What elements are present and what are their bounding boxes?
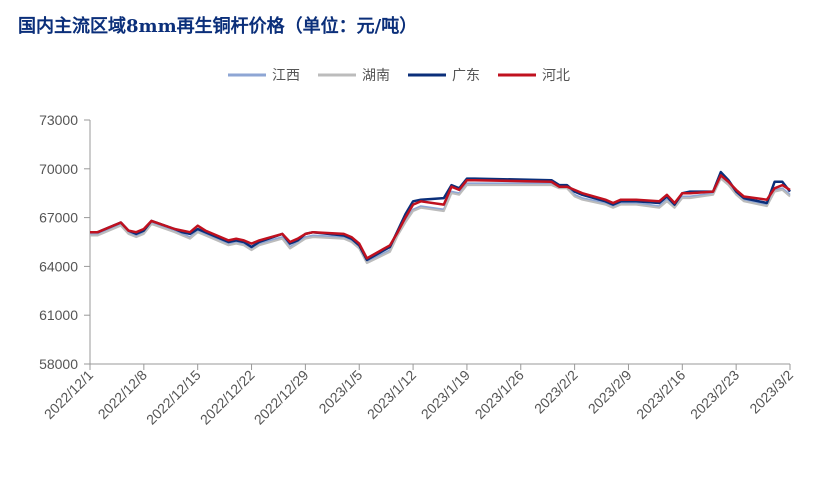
legend-label: 河北 [542, 68, 570, 84]
x-tick-label: 2022/12/29 [251, 367, 312, 428]
x-tick-label: 2023/1/5 [316, 367, 366, 417]
x-tick-label: 2022/12/8 [95, 367, 151, 423]
x-tick-label: 2023/3/2 [746, 367, 796, 417]
x-tick-label: 2022/12/22 [197, 367, 258, 428]
series-line-2 [90, 177, 791, 265]
x-axis: 2022/12/12022/12/82022/12/152022/12/2220… [41, 363, 796, 428]
x-tick-label: 2023/1/19 [418, 367, 474, 423]
legend-label: 江西 [272, 68, 300, 84]
chart-title: 国内主流区域8mm再生铜杆价格（单位：元/吨） [18, 15, 417, 37]
y-tick-label: 70000 [39, 161, 78, 177]
series-line-4 [90, 174, 791, 260]
plot-area [90, 170, 791, 265]
y-tick-label: 67000 [39, 210, 78, 226]
y-tick-label: 61000 [39, 307, 78, 323]
legend: 江西 湖南 广东 河北 [228, 68, 570, 84]
x-tick-label: 2022/12/15 [143, 367, 204, 428]
y-tick-label: 64000 [39, 258, 78, 274]
y-axis: 58000 61000 64000 67000 70000 73000 [39, 112, 91, 372]
y-tick-label: 73000 [39, 112, 78, 128]
x-tick-label: 2023/2/2 [531, 367, 581, 417]
x-tick-label: 2023/2/23 [687, 367, 743, 423]
x-tick-label: 2023/1/26 [472, 367, 528, 423]
series-line-1 [90, 175, 791, 263]
x-tick-label: 2023/2/9 [585, 367, 635, 417]
x-tick-label: 2022/12/1 [41, 367, 97, 423]
x-tick-label: 2023/1/12 [364, 367, 420, 423]
x-tick-label: 2023/2/16 [633, 367, 689, 423]
series-line-3 [90, 170, 791, 262]
y-tick-label: 58000 [39, 356, 78, 372]
legend-label: 湖南 [362, 68, 390, 84]
legend-label: 广东 [452, 68, 480, 84]
